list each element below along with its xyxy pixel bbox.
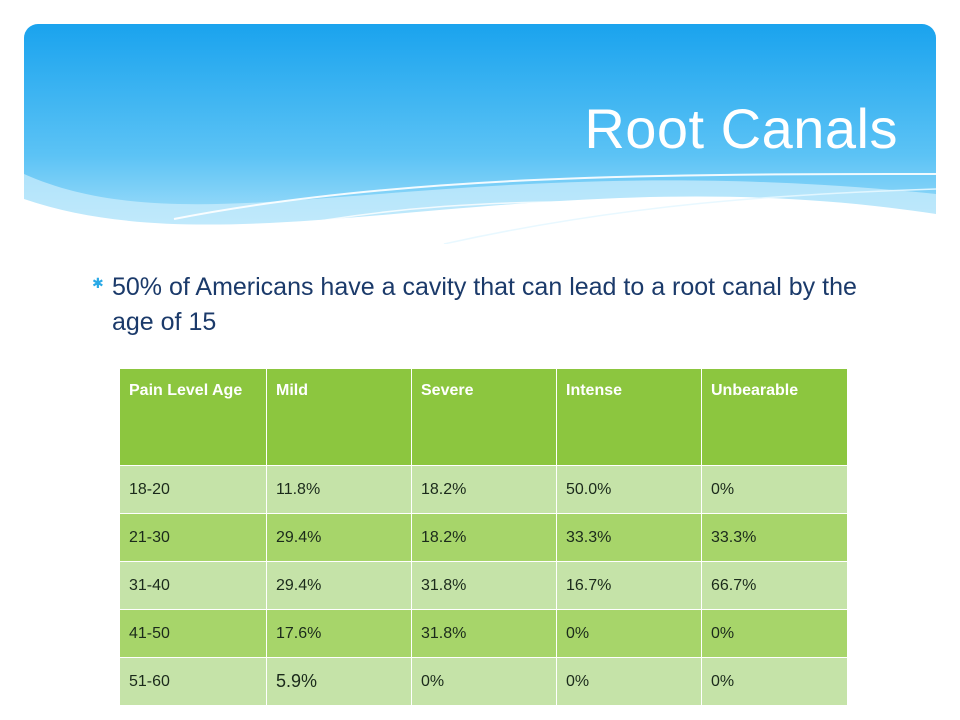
banner-wave-graphic	[24, 24, 936, 244]
pain-level-table: Pain Level Age Mild Severe Intense Unbea…	[119, 368, 848, 706]
table-cell: 0%	[701, 609, 848, 658]
bullet-point: ✱ 50% of Americans have a cavity that ca…	[92, 270, 872, 339]
table-header-row: Pain Level Age Mild Severe Intense Unbea…	[119, 368, 848, 466]
title-banner: Root Canals	[24, 24, 936, 244]
table-cell: 41-50	[119, 609, 267, 658]
table-cell: 29.4%	[266, 513, 412, 562]
table-cell: 50.0%	[556, 465, 702, 514]
asterisk-bullet-icon: ✱	[92, 275, 104, 291]
table-cell: 16.7%	[556, 561, 702, 610]
table-cell: 31-40	[119, 561, 267, 610]
table-cell: 0%	[411, 657, 557, 706]
table-cell: 18-20	[119, 465, 267, 514]
table-cell: 33.3%	[701, 513, 848, 562]
table-cell: 66.7%	[701, 561, 848, 610]
table-cell: 31.8%	[411, 561, 557, 610]
table-cell: 31.8%	[411, 609, 557, 658]
table-cell: 0%	[556, 657, 702, 706]
table-cell: 0%	[701, 657, 848, 706]
table-cell: 21-30	[119, 513, 267, 562]
table-cell: 33.3%	[556, 513, 702, 562]
table-cell: 0%	[701, 465, 848, 514]
table-cell: 5.9%	[266, 657, 412, 706]
table-row: 31-40 29.4% 31.8% 16.7% 66.7%	[119, 561, 848, 610]
table-row: 18-20 11.8% 18.2% 50.0% 0%	[119, 465, 848, 514]
table-cell: 17.6%	[266, 609, 412, 658]
table-cell: 18.2%	[411, 465, 557, 514]
table-cell: 0%	[556, 609, 702, 658]
table-cell: 18.2%	[411, 513, 557, 562]
header-pain-level-age: Pain Level Age	[119, 368, 267, 466]
header-severe: Severe	[411, 368, 557, 466]
table-row: 21-30 29.4% 18.2% 33.3% 33.3%	[119, 513, 848, 562]
table-cell: 29.4%	[266, 561, 412, 610]
table-row: 51-60 5.9% 0% 0% 0%	[119, 657, 848, 706]
table-cell: 11.8%	[266, 465, 412, 514]
slide-title: Root Canals	[584, 97, 898, 160]
table-cell: 51-60	[119, 657, 267, 706]
bullet-text: 50% of Americans have a cavity that can …	[112, 273, 857, 336]
table-row: 41-50 17.6% 31.8% 0% 0%	[119, 609, 848, 658]
header-unbearable: Unbearable	[701, 368, 848, 466]
header-intense: Intense	[556, 368, 702, 466]
header-mild: Mild	[266, 368, 412, 466]
